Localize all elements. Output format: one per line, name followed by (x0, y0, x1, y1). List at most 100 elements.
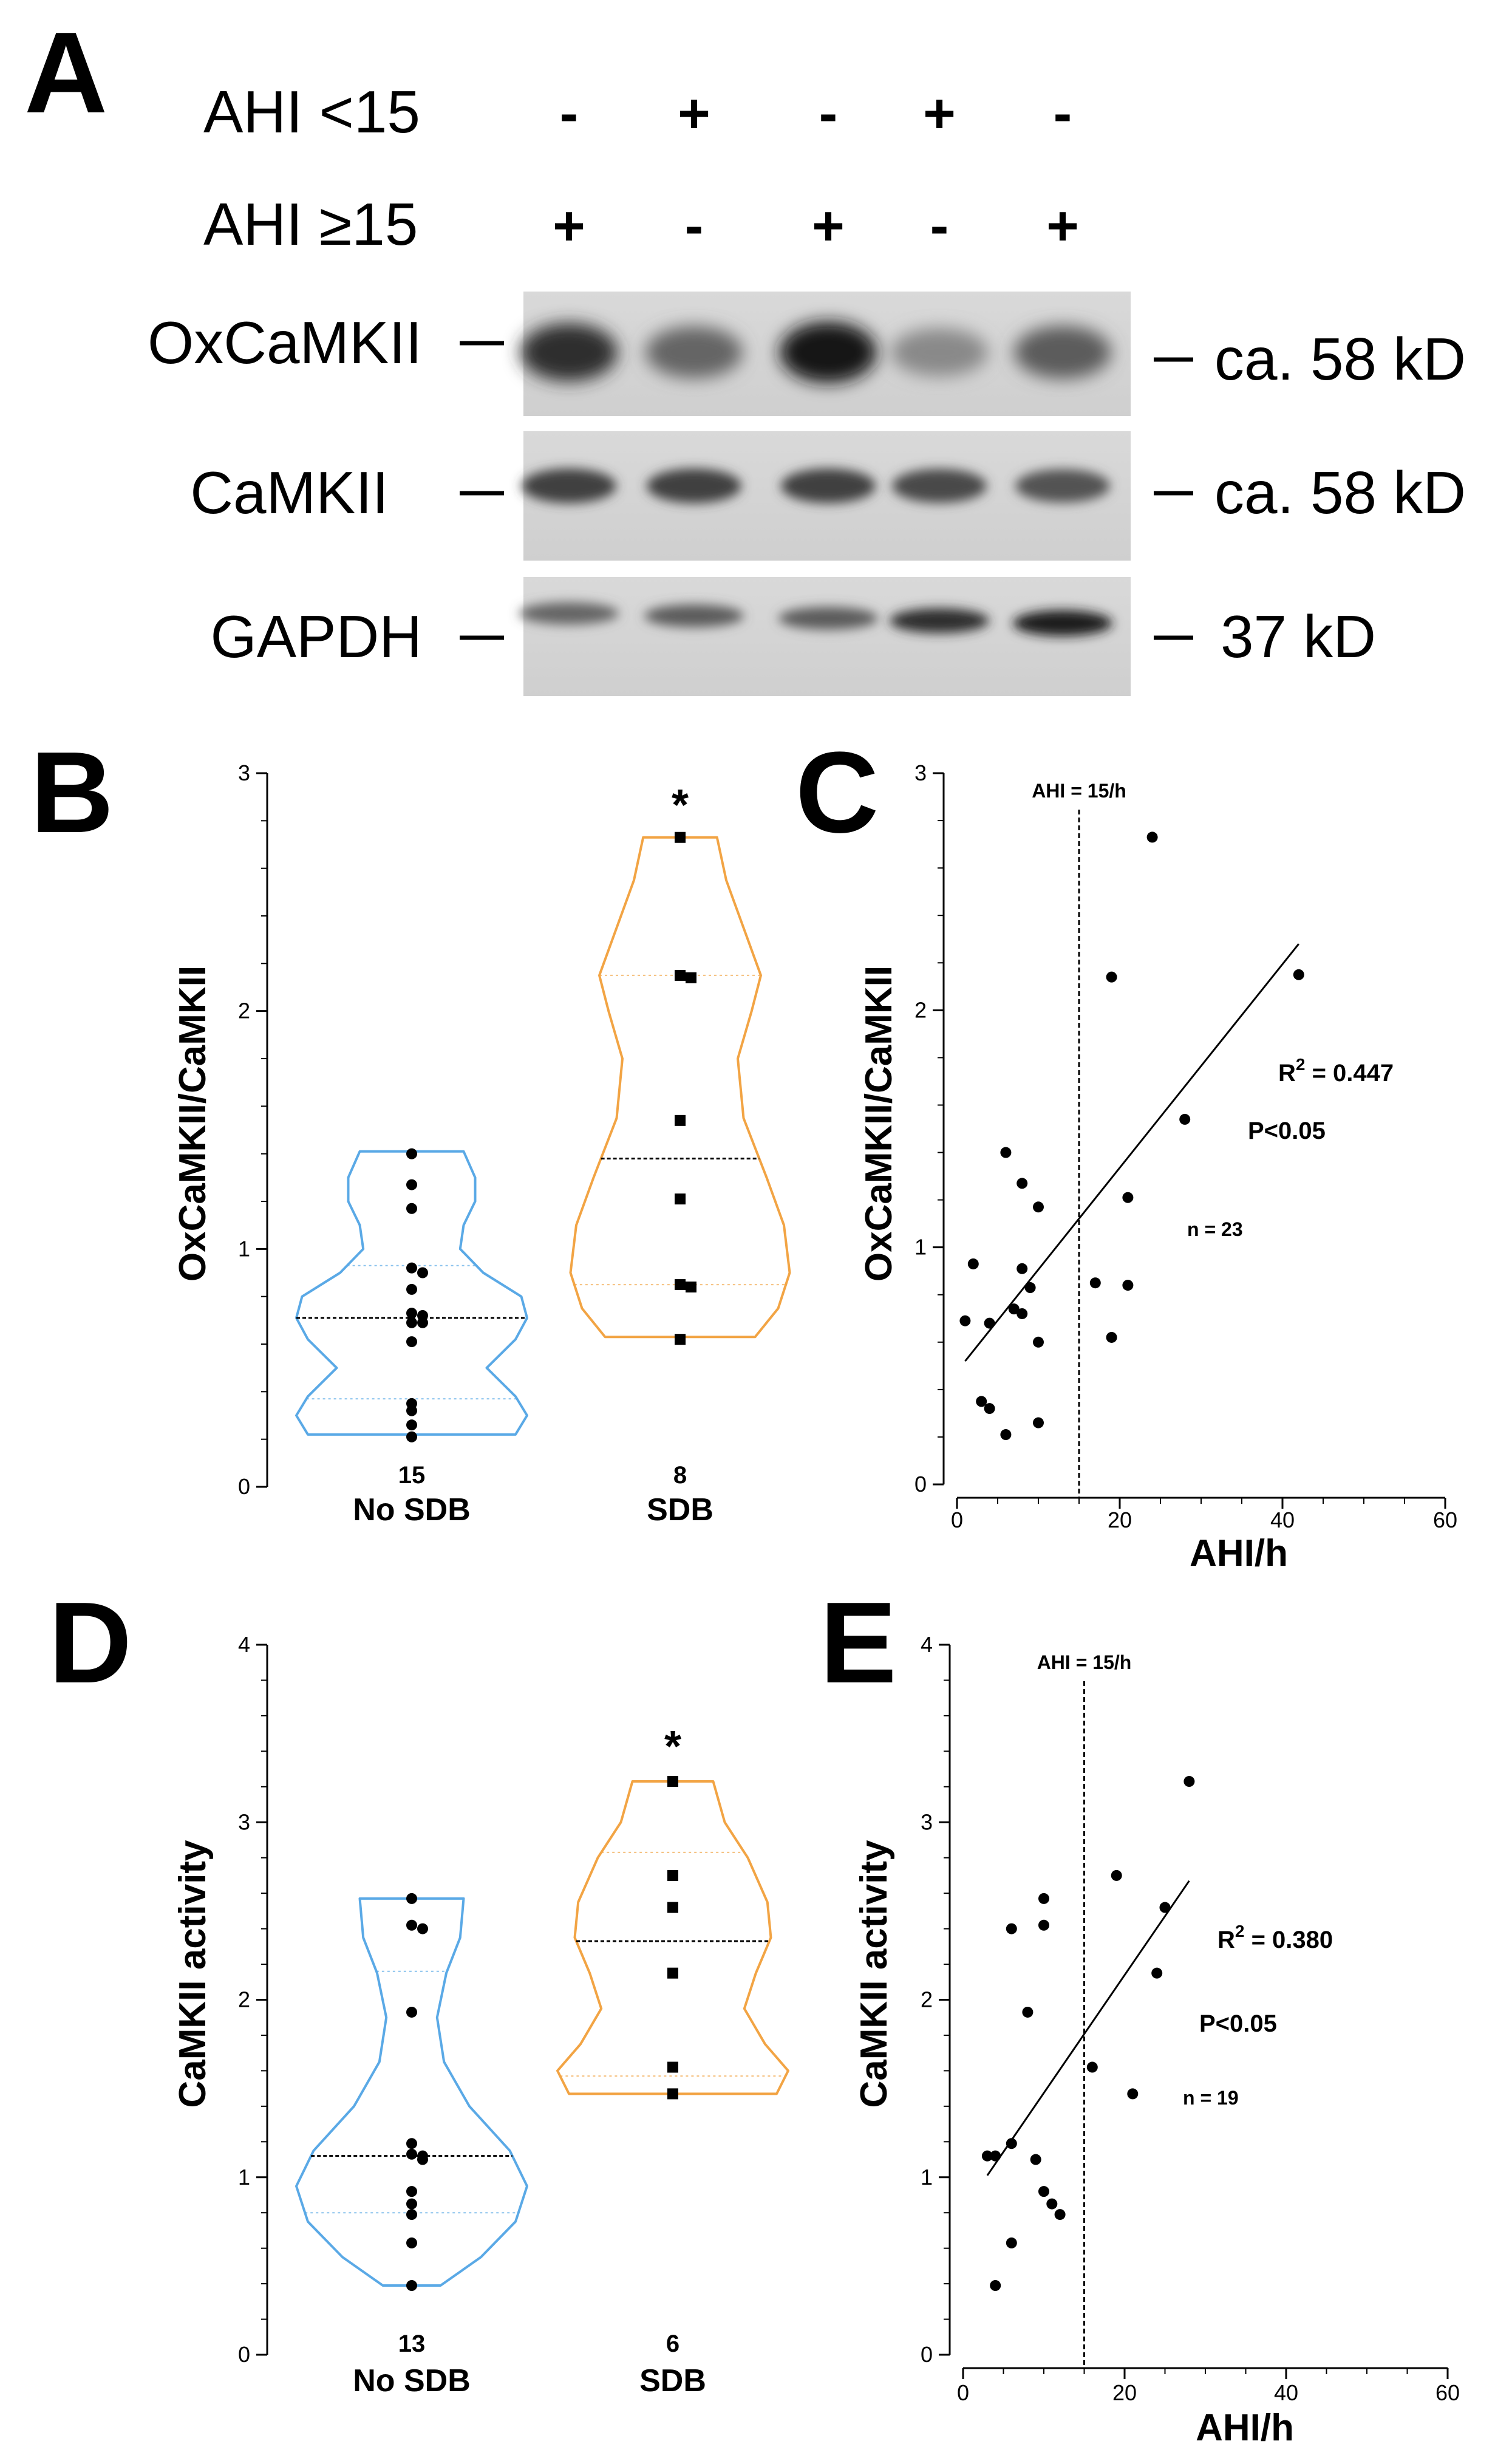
data-point (667, 1902, 678, 1913)
y-tick-label: 2 (921, 1987, 933, 2012)
group-count: 8 (673, 1462, 687, 1489)
scatter-point (1008, 1303, 1020, 1315)
scatter-point (1024, 1282, 1036, 1294)
size-label-oxcamkii: ca. 58 kD (1214, 326, 1466, 392)
significance-star: * (664, 1722, 681, 1771)
scatter-point (990, 2280, 1001, 2292)
scatter-point (1111, 1869, 1122, 1881)
blot-band (522, 468, 616, 504)
panel-d-violin-camkii-activity: D CaMKII activity 0 1 2 3 4 13 No SDB 6 SDB * (49, 1579, 789, 2398)
y-tick-label: 1 (914, 1235, 927, 1260)
data-point (675, 1193, 686, 1205)
r-squared-prefix: R (1278, 1060, 1296, 1087)
y-tick-label: 1 (921, 2165, 933, 2190)
scatter-point (1022, 2006, 1034, 2018)
scatter-point (1122, 1280, 1134, 1291)
blot-band (647, 468, 741, 504)
data-point (675, 1279, 686, 1291)
data-point (675, 969, 686, 981)
data-point (686, 972, 696, 983)
y-tick-label: 0 (238, 1474, 250, 1499)
x-tick-label: 0 (957, 2380, 969, 2405)
blot-band (891, 328, 988, 377)
scatter-point (981, 2150, 993, 2162)
violin-outline (295, 1150, 528, 1436)
scatter-point (1293, 969, 1304, 980)
lane-sign: + (812, 195, 845, 257)
panel-b-violin-oxcamkii: B OxCaMKII/CaMKII 0 1 2 3 15 No SDB 8 SDB * (30, 728, 791, 1528)
blot-band (780, 321, 877, 383)
r-squared-superscript: 2 (1235, 1922, 1245, 1941)
scatter-point (1146, 831, 1158, 843)
panel-d-axes: 0 1 2 3 4 (238, 1632, 268, 2367)
data-point (667, 1869, 678, 1881)
lane-sign: - (819, 83, 838, 145)
scatter-point (990, 2150, 1001, 2162)
data-point (675, 1115, 686, 1126)
data-point (667, 1776, 678, 1787)
size-label-gapdh: 37 kD (1221, 603, 1376, 670)
scatter-point (1033, 1417, 1044, 1429)
group-name: SDB (647, 1492, 713, 1528)
data-point (406, 2006, 417, 2018)
x-tick-label: 40 (1274, 2380, 1298, 2405)
data-point (417, 1267, 428, 1279)
scatter-point (1179, 1113, 1191, 1125)
panel-a-western-blot: A AHI <15 AHI ≥15 - + - + - + - + - + OxCaMKII (24, 9, 1466, 696)
lane-sign: + (553, 195, 585, 257)
data-point (406, 1431, 417, 1442)
band-label-camkii: CaMKII (190, 459, 389, 526)
y-tick-label: 0 (921, 2342, 933, 2367)
y-tick-label: 3 (238, 1809, 250, 1834)
panel-c-plot: AHI = 15/h R2 = 0.447 P<0.05 n = 23 (959, 780, 1394, 1498)
group-name: SDB (639, 2363, 706, 2398)
y-tick-label: 3 (914, 760, 927, 785)
violin-outline (556, 1780, 789, 2095)
blot-band (1015, 469, 1110, 503)
violin-outline (295, 1897, 528, 2287)
panel-c-axes: 0 1 2 3 0 20 40 60 (914, 760, 1457, 1532)
data-point (406, 1336, 417, 1348)
y-tick-label: 0 (238, 2342, 250, 2367)
band-label-oxcamkii: OxCaMKII (148, 309, 422, 376)
scatter-point (1046, 2198, 1058, 2210)
y-tick-label: 2 (238, 999, 250, 1023)
data-point (406, 1317, 417, 1328)
scatter-point (1151, 1967, 1163, 1979)
data-point (667, 2061, 678, 2073)
data-point (406, 2237, 417, 2248)
lane-sign: - (1054, 83, 1072, 145)
blot-band (645, 326, 743, 378)
blot-strip-gapdh (519, 577, 1131, 696)
scatter-point (1038, 2186, 1049, 2197)
significance-star: * (672, 781, 689, 830)
y-tick-label: 3 (238, 760, 250, 785)
band-label-gapdh: GAPDH (210, 603, 422, 670)
data-point (406, 1148, 417, 1159)
data-point (675, 1334, 686, 1345)
blot-band (892, 468, 987, 504)
panel-b-plot: 15 No SDB 8 SDB * (295, 781, 791, 1528)
x-tick-label: 20 (1112, 2380, 1137, 2405)
data-point (417, 2154, 428, 2165)
data-point (675, 831, 686, 843)
data-point (406, 2198, 417, 2210)
y-tick-label: 1 (238, 1236, 250, 1261)
x-tick-label: 0 (951, 1507, 963, 1532)
group-count: 13 (398, 2330, 426, 2357)
panel-b-axes: 0 1 2 3 (238, 760, 268, 1499)
data-point (406, 1419, 417, 1431)
threshold-label: AHI = 15/h (1032, 780, 1126, 802)
scatter-point (1183, 1776, 1195, 1787)
y-tick-label: 4 (921, 1632, 933, 1657)
data-point (406, 2209, 417, 2221)
scatter-point (1000, 1147, 1012, 1158)
lane-sign: + (923, 83, 956, 145)
data-point (406, 1179, 417, 1190)
data-point (406, 1919, 417, 1931)
group-count: 6 (666, 2330, 679, 2357)
data-point (406, 2138, 417, 2149)
lane-sign: + (678, 83, 710, 145)
violin-outline (569, 836, 791, 1339)
